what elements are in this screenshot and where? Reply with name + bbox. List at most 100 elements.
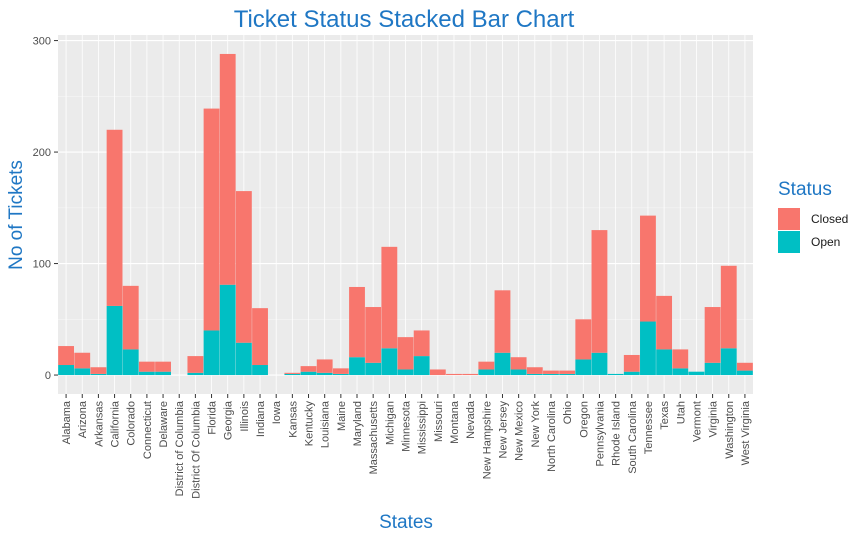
bar-open-0	[58, 365, 75, 376]
bar-closed-14	[284, 372, 301, 374]
x-axis-title: States	[379, 512, 433, 533]
bar-open-22	[413, 356, 430, 376]
x-tick-label: Maryland	[352, 401, 364, 446]
bar-closed-26	[478, 361, 495, 370]
x-tick-label: Illinois	[239, 401, 251, 432]
bar-closed-0	[58, 346, 75, 366]
bar-closed-25	[462, 373, 479, 376]
legend-key-open	[778, 231, 800, 253]
bar-open-31	[559, 373, 576, 376]
bar-closed-9	[203, 108, 220, 331]
x-tick-label: Louisiana	[320, 400, 332, 448]
bar-open-35	[623, 371, 640, 376]
y-axis-title: No of Tickets	[6, 160, 27, 270]
y-tick-label: 0	[45, 370, 51, 382]
x-tick-label: New Mexico	[514, 401, 526, 461]
y-tick-label: 100	[33, 259, 51, 271]
bar-closed-5	[138, 361, 155, 372]
bar-closed-22	[413, 330, 430, 357]
x-tick-label: Ohio	[562, 401, 574, 424]
bar-closed-31	[559, 370, 576, 374]
bar-closed-4	[122, 285, 139, 350]
bar-open-3	[106, 305, 123, 376]
chart-title: Ticket Status Stacked Bar Chart	[234, 6, 575, 33]
bar-open-38	[672, 368, 689, 376]
bar-closed-41	[720, 265, 737, 349]
bar-open-19	[365, 362, 382, 376]
bar-open-21	[397, 369, 414, 376]
bar-closed-23	[429, 369, 446, 376]
x-tick-label: New Jersey	[497, 401, 509, 459]
x-tick-label: Tennessee	[643, 401, 655, 454]
bar-closed-42	[736, 362, 753, 371]
legend-title: Status	[778, 179, 832, 200]
bar-open-39	[688, 371, 705, 376]
bar-closed-36	[640, 215, 656, 322]
x-tick-label: District of Columbia	[174, 400, 186, 496]
x-tick-label: Montana	[449, 400, 461, 444]
x-tick-label: New York	[530, 401, 542, 448]
bar-closed-35	[623, 354, 640, 372]
x-tick-label: Texas	[659, 401, 671, 430]
bar-open-27	[494, 352, 511, 376]
bar-closed-33	[591, 230, 608, 353]
bar-open-37	[656, 349, 673, 376]
bar-closed-16	[316, 359, 333, 373]
bar-open-8	[187, 372, 204, 376]
x-tick-label: California	[110, 400, 122, 447]
x-tick-label: Florida	[207, 400, 219, 435]
x-tick-label: Minnesota	[401, 400, 413, 452]
x-tick-label: Iowa	[271, 400, 283, 424]
bar-open-36	[640, 321, 656, 376]
x-tick-label: Pennsylvania	[594, 400, 606, 466]
legend-label-open: Open	[811, 235, 840, 249]
bar-closed-38	[672, 349, 689, 369]
bar-open-4	[122, 349, 139, 376]
x-tick-label: Massachusetts	[368, 401, 380, 475]
bar-open-32	[575, 359, 592, 376]
bar-open-30	[543, 373, 559, 376]
x-tick-label: Arizona	[77, 400, 89, 438]
x-tick-label: Delaware	[158, 401, 170, 447]
bar-open-41	[720, 348, 737, 376]
y-tick-label: 300	[33, 36, 51, 48]
bar-open-11	[235, 342, 252, 376]
bar-closed-8	[187, 356, 204, 373]
x-tick-label: Kansas	[287, 401, 299, 438]
x-tick-label: Connecticut	[142, 401, 154, 459]
bar-open-6	[155, 371, 171, 376]
bar-closed-6	[155, 361, 171, 372]
bar-closed-17	[332, 368, 349, 374]
bar-closed-37	[656, 295, 673, 350]
x-tick-label: Kentucky	[304, 401, 316, 447]
bar-open-9	[203, 330, 220, 376]
bar-closed-19	[365, 307, 382, 363]
bar-closed-30	[543, 370, 559, 374]
x-axis: Alabama Arizona Arkansas California Colorado…	[61, 394, 752, 499]
bar-open-17	[332, 373, 349, 376]
bar-open-34	[607, 373, 624, 376]
bar-open-28	[510, 369, 527, 376]
bar-open-20	[381, 348, 398, 376]
x-tick-label: Maine	[336, 401, 348, 431]
bars	[58, 53, 753, 376]
x-tick-label: Georgia	[223, 400, 235, 440]
x-tick-label: Mississippi	[417, 401, 429, 454]
x-tick-label: Vermont	[691, 401, 703, 442]
bar-closed-1	[74, 352, 91, 369]
bar-closed-11	[235, 191, 252, 343]
bar-open-26	[478, 369, 495, 376]
bar-closed-29	[526, 367, 543, 374]
x-tick-label: Rhode Island	[611, 401, 623, 466]
bar-closed-3	[106, 129, 123, 306]
x-tick-label: Missouri	[433, 401, 445, 442]
legend: Status Closed Open	[778, 179, 848, 253]
bar-open-42	[736, 370, 753, 376]
x-tick-label: Virginia	[708, 400, 720, 437]
x-tick-label: West Virginia	[740, 400, 752, 465]
bar-open-16	[316, 372, 333, 376]
bar-closed-40	[704, 307, 721, 363]
x-tick-label: New Hampshire	[481, 401, 493, 479]
bar-closed-12	[252, 308, 268, 366]
